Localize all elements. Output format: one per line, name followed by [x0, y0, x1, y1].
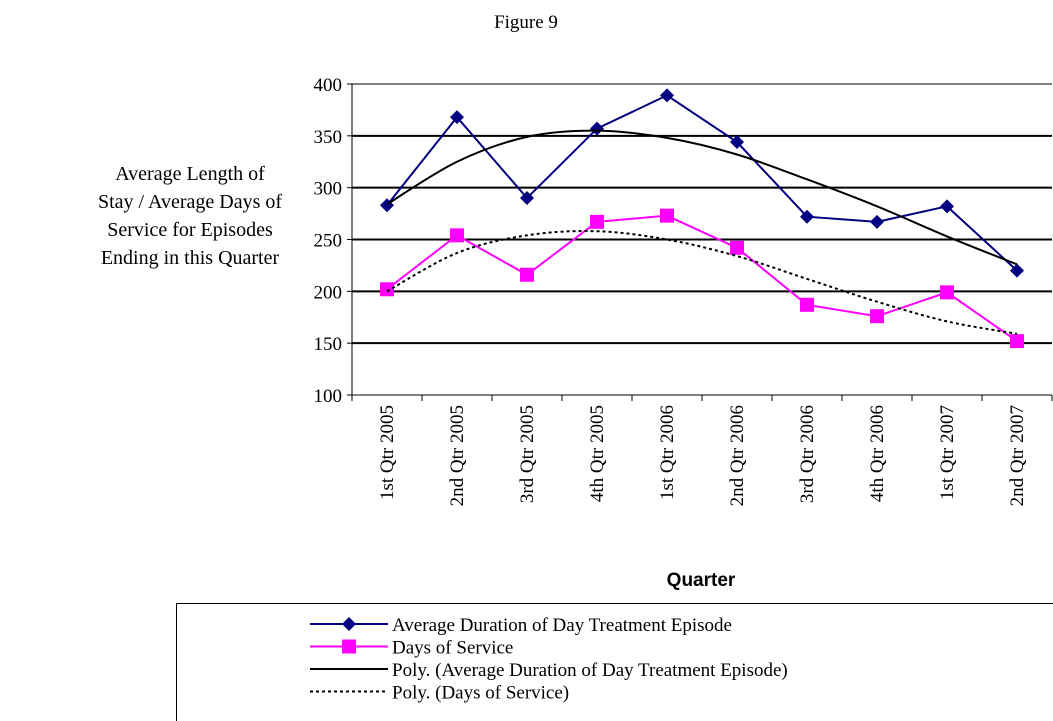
x-tick-label: 2nd Qtr 2007: [1007, 405, 1028, 506]
x-tick-label: 2nd Qtr 2005: [447, 405, 468, 506]
data-point: [870, 309, 884, 324]
y-tick-label: 200: [314, 282, 343, 303]
trend-line: [386, 230, 1018, 335]
data-point: [1010, 263, 1024, 278]
x-tick-label: 4th Qtr 2006: [867, 405, 888, 502]
x-tick-label: 1st Qtr 2005: [377, 405, 398, 500]
data-point: [450, 228, 464, 243]
x-tick-label: 1st Qtr 2006: [657, 405, 678, 500]
data-point: [590, 214, 604, 229]
series-line: [386, 94, 1018, 272]
x-tick-label: 1st Qtr 2007: [937, 405, 958, 500]
y-tick-label: 300: [314, 179, 343, 200]
data-point: [1010, 334, 1024, 349]
data-point: [870, 214, 884, 229]
trend-line: [386, 129, 1018, 266]
data-point: [940, 285, 954, 300]
data-point: [380, 282, 394, 297]
y-tick-label: 350: [314, 127, 343, 148]
y-tick-label: 400: [314, 75, 343, 96]
x-axis-label: Quarter: [667, 570, 736, 591]
chart-title: Figure 9: [494, 12, 558, 33]
x-tick-label: 4th Qtr 2005: [587, 405, 608, 502]
y-tick-label: 100: [314, 386, 343, 407]
data-point: [660, 88, 674, 103]
data-point: [450, 110, 464, 125]
legend-label: Poly. (Average Duration of Day Treatment…: [392, 660, 788, 681]
data-point: [590, 121, 604, 136]
series-line: [386, 214, 1018, 342]
data-point: [520, 267, 534, 282]
x-tick-label: 3rd Qtr 2006: [797, 405, 818, 503]
legend-label: Poly. (Days of Service): [392, 683, 569, 704]
legend-label: Average Duration of Day Treatment Episod…: [392, 615, 732, 636]
legend-label: Days of Service: [392, 638, 513, 659]
legend-marker: [342, 617, 356, 631]
data-point: [800, 209, 814, 224]
legend-box: [176, 603, 1053, 721]
legend-marker: [342, 639, 356, 654]
y-tick-label: 150: [314, 334, 343, 355]
y-tick-label: 250: [314, 231, 343, 252]
data-point: [940, 199, 954, 214]
x-tick-label: 3rd Qtr 2005: [517, 405, 538, 503]
x-tick-label: 2nd Qtr 2006: [727, 405, 748, 506]
y-axis-label: Average Length of Stay / Average Days of…: [97, 163, 283, 269]
data-point: [660, 208, 674, 223]
data-point: [800, 297, 814, 312]
data-point: [730, 240, 744, 255]
data-point: [520, 191, 534, 206]
data-point: [730, 135, 744, 150]
